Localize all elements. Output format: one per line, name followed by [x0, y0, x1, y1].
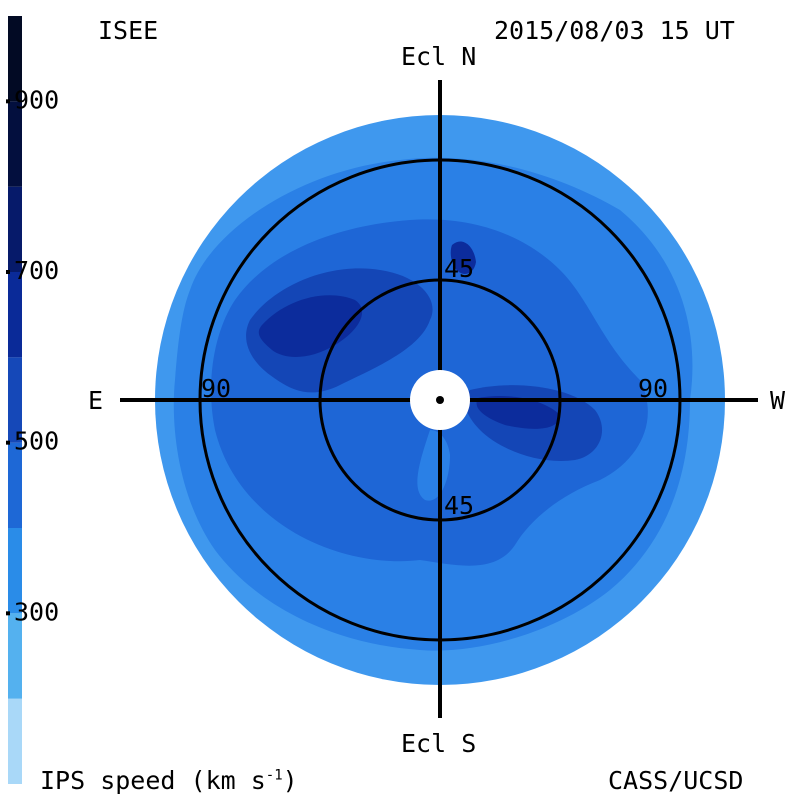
institute-label: ISEE — [98, 16, 159, 45]
elongation-label-90-right: 90 — [638, 374, 669, 403]
direction-label-south: Ecl S — [401, 729, 477, 758]
elongation-label-90-left: 90 — [201, 374, 232, 403]
quantity-label-text: IPS speed (km s — [40, 766, 266, 795]
fastest-speed-region-north — [450, 241, 476, 274]
direction-label-north: Ecl N — [401, 42, 477, 71]
sun-center-marker — [436, 396, 444, 404]
direction-label-west: W — [770, 386, 786, 415]
credit-label: CASS/UCSD — [608, 766, 744, 795]
quantity-label-exponent: -1 — [265, 767, 283, 784]
direction-label-east: E — [88, 386, 104, 415]
elongation-label-45-top: 45 — [444, 254, 475, 283]
quantity-label: IPS speed (km s-1) — [40, 768, 298, 793]
fastest-speed-region-west — [476, 395, 560, 429]
timestamp-label: 2015/08/03 15 UT — [494, 16, 735, 45]
quantity-label-close: ) — [282, 766, 298, 795]
elongation-label-45-bottom: 45 — [444, 491, 475, 520]
